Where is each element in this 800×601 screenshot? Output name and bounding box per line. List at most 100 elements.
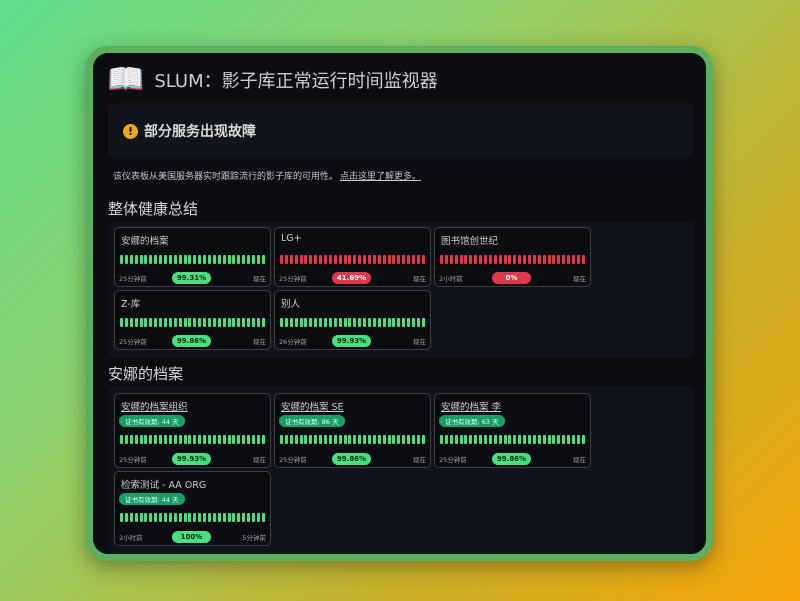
service-card[interactable]: Z-库 25分钟前 现在 99.86% (114, 290, 271, 350)
uptime-bar (299, 318, 303, 327)
uptime-bar (289, 255, 293, 264)
uptime-bar (372, 318, 376, 327)
uptime-bar (154, 513, 158, 522)
uptime-bar (232, 513, 236, 522)
uptime-bar (353, 318, 357, 327)
uptime-bar (237, 435, 241, 444)
uptime-bar (284, 255, 288, 264)
uptime-bar (333, 435, 337, 444)
uptime-bar (508, 435, 512, 444)
uptime-bar (449, 255, 453, 264)
uptime-bar (542, 255, 546, 264)
uptime-bar (407, 255, 411, 264)
uptime-bar (208, 435, 212, 444)
service-card[interactable]: 别人 26分钟前 现在 99.93% (274, 290, 431, 350)
uptime-bar (377, 435, 381, 444)
end-time: 5分钟前 (242, 534, 266, 542)
overall-panel: 安娜的档案 25分钟前 现在 99.31% LG+ 25分钟前 现在 41.69% 图书馆创世纪… (108, 221, 694, 357)
uptime-bar (208, 318, 212, 327)
uptime-bar (247, 513, 251, 522)
service-card[interactable]: 图书馆创世纪 2小时前 现在 0% (434, 227, 591, 287)
header: 📖 SLUM：影子库正常运行时间监视器 (107, 63, 438, 97)
uptime-bar (217, 255, 221, 264)
uptime-bar (407, 318, 411, 327)
end-time: 现在 (573, 456, 586, 464)
uptime-bar (227, 513, 231, 522)
uptime-bar (567, 435, 571, 444)
uptime-bar (484, 435, 488, 444)
uptime-bar (154, 255, 158, 264)
uptime-bar (343, 318, 347, 327)
uptime-bar (343, 435, 347, 444)
service-name[interactable]: 安娜的档案组织 (121, 402, 188, 413)
uptime-bar (440, 435, 443, 444)
service-name[interactable]: 安娜的档案 李 (441, 402, 502, 413)
monitor-window: 📖 SLUM：影子库正常运行时间监视器 ! 部分服务出现故障 该仪表板从美国服务… (86, 46, 713, 561)
uptime-bar (159, 435, 163, 444)
uptime-bar (168, 318, 172, 327)
uptime-bar (164, 318, 168, 327)
uptime-bar (368, 435, 372, 444)
service-name[interactable]: 安娜的档案 SE (281, 402, 344, 413)
uptime-bar (252, 513, 256, 522)
uptime-bar (129, 513, 133, 522)
uptime-bar (488, 255, 492, 264)
uptime-bar (493, 435, 497, 444)
service-card[interactable]: 安娜的档案 SE 证书有效期: 86 天 25分钟前 现在 99.86% (274, 393, 431, 468)
uptime-bar (252, 255, 256, 264)
learn-more-link[interactable]: 点击这里了解更多。 (340, 172, 422, 182)
uptime-bar (319, 435, 323, 444)
uptime-bar (188, 435, 192, 444)
uptime-bar (237, 513, 241, 522)
uptime-bar (154, 435, 158, 444)
uptime-bar (212, 255, 216, 264)
service-card[interactable]: 安娜的档案 25分钟前 现在 99.31% (114, 227, 271, 287)
cert-badge: 证书有效期: 63 天 (439, 415, 505, 427)
uptime-bar (528, 435, 532, 444)
uptime-bar (183, 435, 187, 444)
uptime-bar (416, 435, 420, 444)
uptime-bars (440, 435, 585, 444)
uptime-bar (178, 318, 182, 327)
service-card[interactable]: 安娜的档案 李证书有效期: 63 天 25分钟前 现在 99.86% (434, 393, 591, 468)
uptime-bar (284, 435, 288, 444)
uptime-bar (382, 435, 386, 444)
uptime-bar (503, 435, 507, 444)
uptime-bar (198, 255, 202, 264)
service-card[interactable]: LG+ 25分钟前 现在 41.69% (274, 227, 431, 287)
section-title-annas: 安娜的档案 (108, 365, 184, 383)
end-time: 现在 (253, 456, 266, 464)
uptime-bar (203, 318, 207, 327)
description-text: 该仪表板从美国服务器实时跟踪流行的影子库的可用性。 (113, 172, 339, 182)
uptime-bar (358, 318, 362, 327)
uptime-bar (576, 255, 580, 264)
uptime-bar (193, 513, 197, 522)
uptime-bar (469, 255, 473, 264)
uptime-bar (358, 255, 362, 264)
uptime-bar (387, 255, 391, 264)
uptime-bar (372, 435, 376, 444)
uptime-bar (402, 318, 406, 327)
uptime-bar (294, 435, 298, 444)
uptime-bar (193, 435, 197, 444)
uptime-bar (208, 255, 212, 264)
uptime-bar (212, 435, 216, 444)
open-book-icon: 📖 (107, 62, 145, 97)
uptime-bar (261, 435, 265, 444)
uptime-badge: 41.69% (332, 272, 371, 284)
service-card[interactable]: 安娜的档案组织 证书有效期: 44 天 25分钟前 现在 99.93% (114, 393, 271, 468)
alert-text: 部分服务出现故障 (144, 124, 256, 140)
uptime-bar (252, 318, 256, 327)
end-time: 现在 (573, 275, 586, 283)
uptime-bar (294, 318, 298, 327)
uptime-bar (464, 255, 468, 264)
start-time: 26分钟前 (279, 338, 307, 346)
uptime-bar (479, 435, 483, 444)
uptime-bar (392, 318, 396, 327)
uptime-bar (319, 318, 323, 327)
uptime-bar (421, 435, 425, 444)
service-card[interactable]: 检索测试 - AA ORG 证书有效期: 44 天 2小时前 5分钟前 100% (114, 471, 271, 546)
uptime-bar (173, 318, 177, 327)
uptime-bar (178, 435, 182, 444)
uptime-bar (523, 255, 527, 264)
